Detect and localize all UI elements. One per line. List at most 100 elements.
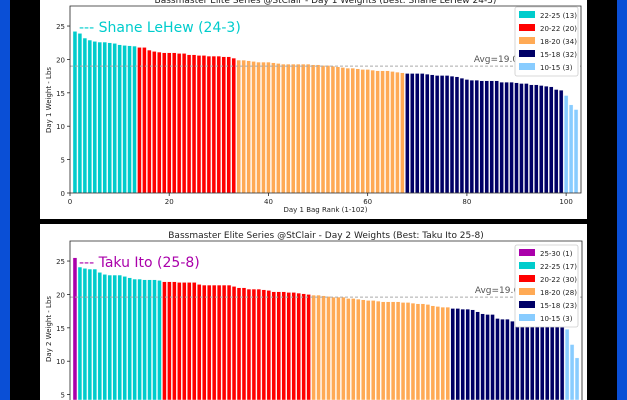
bar bbox=[519, 83, 524, 194]
bar bbox=[117, 274, 122, 400]
bar bbox=[564, 328, 570, 400]
bar bbox=[569, 344, 575, 400]
bar bbox=[505, 318, 510, 400]
chart-title: Bassmaster Elite Series @StClair - Day 1… bbox=[155, 0, 497, 6]
bar bbox=[400, 302, 406, 400]
bar bbox=[236, 287, 242, 400]
bar bbox=[400, 72, 405, 194]
bar bbox=[241, 59, 246, 194]
bar bbox=[390, 301, 396, 400]
legend-swatch bbox=[519, 11, 535, 18]
bar bbox=[211, 55, 217, 194]
legend-label: 10-15 (3) bbox=[540, 315, 573, 323]
bar bbox=[351, 298, 356, 400]
x-tick-label: 60 bbox=[363, 198, 372, 206]
y-tick-label: 5 bbox=[61, 157, 65, 165]
y-tick-label: 10 bbox=[56, 358, 65, 366]
bar bbox=[490, 314, 495, 400]
bar bbox=[266, 290, 272, 400]
bar bbox=[530, 321, 535, 400]
bar bbox=[147, 279, 152, 400]
y-tick-label: 15 bbox=[56, 90, 65, 98]
bar bbox=[460, 308, 465, 400]
bar bbox=[440, 306, 446, 400]
legend-swatch bbox=[519, 50, 535, 57]
bar bbox=[415, 73, 420, 194]
bar bbox=[366, 300, 371, 400]
bar bbox=[266, 61, 271, 194]
bar bbox=[271, 291, 276, 400]
bar bbox=[480, 313, 485, 400]
bar bbox=[469, 79, 475, 194]
bar bbox=[281, 63, 286, 194]
bar bbox=[276, 63, 281, 194]
bar bbox=[385, 301, 391, 400]
bar bbox=[360, 69, 365, 194]
bar bbox=[455, 308, 460, 400]
bar bbox=[479, 80, 484, 194]
bar bbox=[310, 64, 316, 194]
bar bbox=[137, 47, 142, 194]
bar bbox=[558, 89, 564, 194]
bar bbox=[77, 33, 83, 194]
plot-frame bbox=[69, 240, 583, 400]
y-tick-label: 10 bbox=[56, 123, 65, 131]
bar bbox=[281, 291, 286, 400]
right-window-border bbox=[617, 0, 627, 400]
bar bbox=[167, 52, 172, 194]
bar bbox=[524, 83, 529, 194]
bar bbox=[335, 66, 341, 194]
bar bbox=[489, 80, 494, 194]
bar bbox=[157, 51, 162, 194]
bar bbox=[420, 303, 426, 400]
bar bbox=[415, 303, 421, 400]
bar bbox=[286, 63, 291, 194]
bar bbox=[350, 67, 355, 194]
bar bbox=[425, 304, 431, 400]
legend-swatch bbox=[519, 262, 535, 269]
x-tick-label: 100 bbox=[559, 198, 572, 206]
y-tick-label: 25 bbox=[56, 258, 65, 266]
bar bbox=[72, 257, 78, 400]
bar bbox=[540, 321, 545, 400]
bar bbox=[474, 79, 479, 194]
bar bbox=[306, 294, 311, 400]
bar bbox=[107, 274, 112, 400]
legend-swatch bbox=[519, 249, 535, 256]
legend-swatch bbox=[519, 301, 535, 308]
bar bbox=[196, 55, 202, 194]
bar bbox=[410, 73, 415, 194]
bar bbox=[87, 39, 93, 194]
bar bbox=[206, 284, 212, 400]
bar bbox=[385, 70, 390, 194]
bar bbox=[102, 41, 107, 194]
bar bbox=[529, 84, 534, 194]
bar bbox=[321, 295, 326, 400]
bar bbox=[325, 65, 331, 194]
bar bbox=[221, 56, 226, 194]
bar bbox=[142, 47, 147, 194]
bar bbox=[341, 296, 346, 400]
bar bbox=[211, 284, 217, 400]
bar bbox=[92, 41, 97, 194]
bar bbox=[315, 64, 321, 194]
bar bbox=[231, 286, 237, 400]
bar bbox=[559, 326, 565, 400]
bar bbox=[305, 63, 311, 194]
bar bbox=[187, 282, 192, 400]
bar bbox=[465, 308, 470, 400]
legend-label: 15-18 (32) bbox=[540, 51, 577, 59]
bar bbox=[226, 284, 232, 400]
bar bbox=[77, 266, 83, 400]
x-tick-label: 40 bbox=[264, 198, 273, 206]
average-label: Avg=19.6lbs bbox=[475, 286, 532, 296]
bar bbox=[226, 56, 231, 194]
bar bbox=[365, 69, 370, 194]
bar bbox=[405, 302, 411, 400]
x-tick-label: 80 bbox=[462, 198, 471, 206]
bar bbox=[202, 284, 207, 400]
y-tick-label: 15 bbox=[56, 325, 65, 333]
bar bbox=[544, 85, 549, 194]
bar bbox=[395, 71, 400, 194]
bar bbox=[122, 276, 127, 400]
